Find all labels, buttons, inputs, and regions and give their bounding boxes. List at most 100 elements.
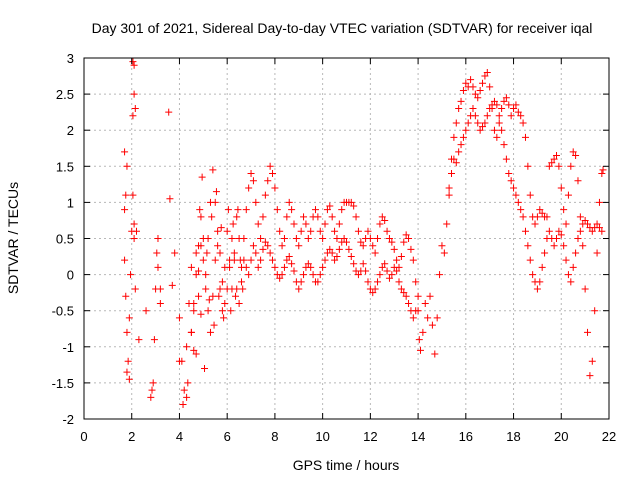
data-point-marker — [227, 307, 235, 315]
data-point-marker — [471, 90, 479, 98]
data-point-marker — [345, 245, 353, 253]
data-point-marker — [591, 307, 599, 315]
data-point-marker — [459, 133, 467, 141]
data-point-marker — [393, 256, 401, 264]
data-point-marker — [526, 191, 534, 199]
data-point-marker — [521, 227, 529, 235]
data-point-marker — [304, 235, 312, 242]
data-point-marker — [490, 97, 498, 105]
data-point-marker — [245, 184, 253, 192]
data-point-marker — [593, 220, 601, 228]
data-point-marker — [288, 206, 296, 214]
data-points — [121, 58, 607, 409]
data-point-marker — [378, 213, 386, 221]
data-point-marker — [228, 235, 236, 242]
data-point-marker — [156, 285, 164, 293]
data-point-marker — [436, 271, 444, 279]
data-point-marker — [129, 112, 137, 120]
data-point-marker — [560, 242, 568, 250]
y-axis-label: SDTVAR / TECUs — [5, 182, 21, 294]
data-point-marker — [352, 213, 360, 221]
data-point-marker — [595, 198, 603, 206]
data-point-marker — [510, 184, 518, 192]
data-point-marker — [220, 314, 228, 322]
data-point-marker — [498, 126, 506, 134]
data-point-marker — [199, 256, 207, 264]
data-point-marker — [217, 224, 225, 232]
data-point-marker — [397, 285, 405, 293]
data-point-marker — [175, 314, 183, 322]
data-point-marker — [214, 242, 222, 250]
data-point-marker — [357, 238, 365, 246]
data-point-marker — [393, 267, 401, 275]
data-point-marker — [385, 235, 393, 242]
data-point-marker — [405, 235, 413, 242]
y-tick-label: 3 — [67, 51, 74, 66]
data-point-marker — [562, 256, 570, 264]
data-point-marker — [464, 119, 472, 127]
data-point-marker — [440, 249, 448, 257]
data-point-marker — [154, 263, 162, 271]
data-point-marker — [553, 235, 560, 242]
data-point-marker — [232, 292, 240, 300]
data-point-marker — [202, 271, 210, 279]
data-point-marker — [510, 105, 518, 113]
x-tick-label: 6 — [224, 429, 231, 444]
y-tick-label: 2.5 — [56, 87, 74, 102]
data-point-marker — [121, 256, 129, 264]
data-point-marker — [486, 83, 494, 91]
data-point-marker — [576, 227, 584, 235]
data-point-marker — [259, 245, 267, 253]
data-point-marker — [208, 213, 216, 221]
data-point-marker — [450, 133, 458, 141]
data-point-marker — [135, 336, 143, 344]
data-point-marker — [292, 235, 300, 242]
data-point-marker — [328, 249, 336, 257]
chart-title: Day 301 of 2021, Sidereal Day-to-day VTE… — [92, 20, 593, 36]
data-point-marker — [319, 235, 327, 242]
data-point-marker — [123, 162, 131, 170]
data-point-marker — [462, 126, 470, 134]
data-point-marker — [550, 242, 558, 250]
data-point-marker — [254, 263, 262, 271]
y-tick-label: 1.5 — [56, 159, 74, 174]
data-point-marker — [574, 235, 582, 242]
data-point-marker — [481, 72, 489, 80]
data-point-marker — [307, 263, 315, 271]
data-point-marker — [131, 105, 139, 113]
data-point-marker — [371, 285, 379, 293]
x-tick-label: 16 — [459, 429, 473, 444]
data-point-marker — [536, 206, 544, 214]
data-point-marker — [548, 159, 556, 167]
y-tick-label: -0.5 — [52, 304, 74, 319]
data-point-marker — [374, 235, 382, 242]
data-point-marker — [471, 112, 479, 120]
y-tick-label: 0 — [67, 268, 74, 283]
data-point-marker — [557, 184, 565, 192]
data-point-marker — [412, 278, 420, 286]
data-point-marker — [333, 253, 341, 261]
data-point-marker — [371, 249, 379, 257]
data-point-marker — [526, 256, 534, 264]
data-point-marker — [230, 256, 238, 264]
data-point-marker — [288, 260, 296, 268]
data-point-marker — [290, 220, 298, 228]
data-point-marker — [531, 220, 539, 228]
data-point-marker — [564, 191, 572, 199]
data-point-marker — [415, 336, 423, 344]
data-point-marker — [229, 220, 237, 228]
data-point-marker — [474, 119, 482, 127]
data-point-marker — [302, 220, 310, 228]
data-point-marker — [479, 123, 487, 131]
x-tick-label: 8 — [271, 429, 278, 444]
data-point-marker — [519, 213, 527, 221]
data-point-marker — [381, 260, 389, 268]
data-point-marker — [438, 242, 446, 250]
data-point-marker — [340, 235, 348, 242]
data-point-marker — [347, 198, 355, 206]
data-point-marker — [202, 285, 210, 293]
data-point-marker — [400, 289, 408, 297]
data-point-marker — [209, 292, 217, 300]
data-point-marker — [316, 227, 324, 235]
data-point-marker — [283, 213, 291, 221]
